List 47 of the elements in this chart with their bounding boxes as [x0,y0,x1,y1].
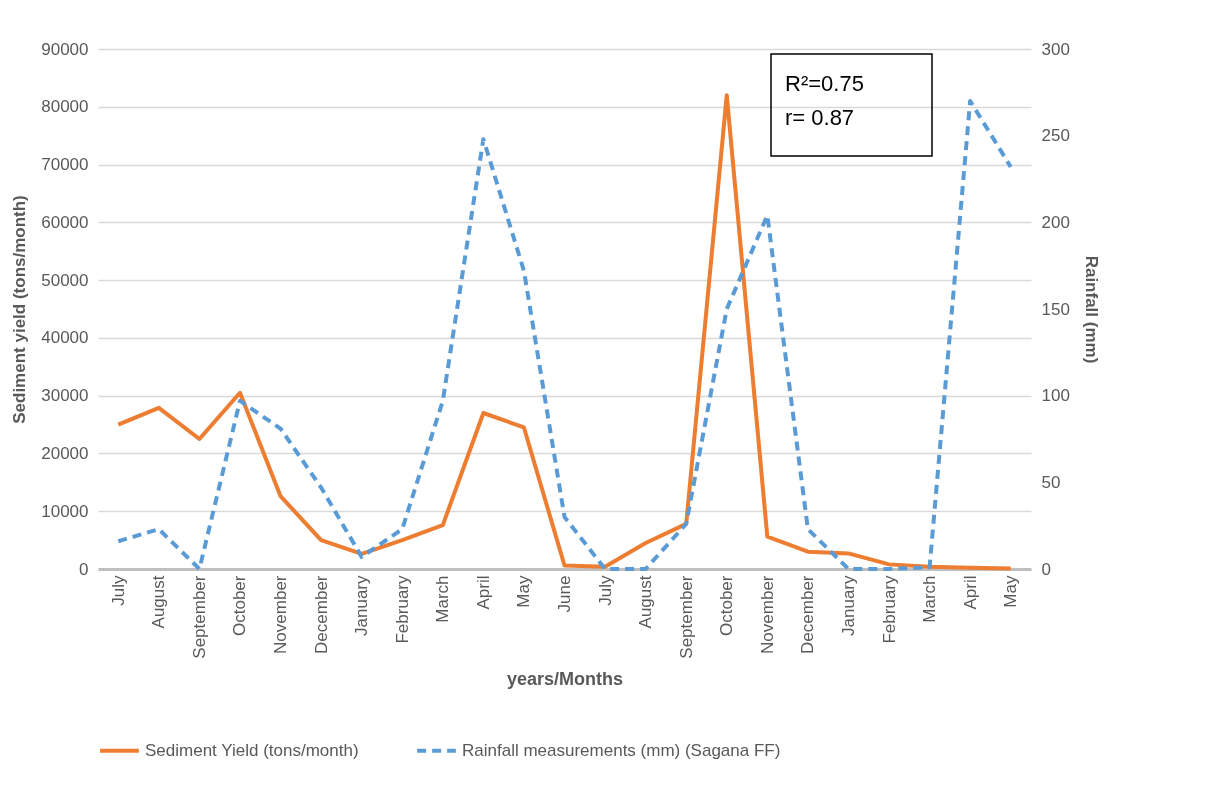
x-tick-label: August [149,575,169,629]
y-tick-label: 0 [79,559,89,579]
y-tick-label: 40000 [41,328,89,348]
x-tick-label: September [676,575,696,659]
y-tick-label: 50000 [41,270,89,290]
x-tick-label: March [433,575,453,623]
y2-tick-label: 0 [1041,559,1051,579]
y-tick-label: 90000 [41,39,89,59]
y-axis-title: Sediment yield (tons/month) [10,195,30,424]
legend-label: Sediment Yield (tons/month) [145,740,359,760]
y2-axis-title: Rainfall (mm) [1081,255,1101,364]
x-tick-label: July [108,575,128,606]
y-tick-label: 70000 [41,155,89,175]
y2-tick-label: 300 [1041,39,1070,59]
x-axis-title: years/Months [506,668,624,689]
x-tick-label: March [920,575,940,623]
y2-tick-label: 150 [1041,299,1070,319]
y2-tick-label: 250 [1041,126,1070,146]
x-tick-label: April [960,575,980,610]
x-tick-label: January [352,575,372,636]
y2-tick-label: 200 [1041,212,1070,232]
x-tick-label: August [636,575,656,629]
y2-tick-label: 50 [1041,472,1061,492]
x-tick-label: December [311,575,331,654]
x-tick-label: June [555,575,574,613]
y2-tick-label: 100 [1041,386,1070,406]
x-tick-label: January [838,575,858,636]
annotation: R²=0.75 [785,71,864,96]
x-tick-label: February [392,575,412,644]
x-tick-label: April [473,575,493,610]
x-tick-label: February [879,575,899,644]
x-tick-label: May [1001,575,1021,608]
y-tick-label: 80000 [41,97,89,117]
x-tick-label: October [230,575,250,636]
annotation: r= 0.87 [785,105,855,130]
y-tick-label: 30000 [41,386,89,406]
x-tick-label: November [271,575,291,654]
x-tick-label: July [595,575,615,606]
x-tick-label: May [514,575,534,608]
y-tick-label: 20000 [41,443,89,463]
x-tick-label: September [189,575,209,659]
y-tick-label: 60000 [41,212,89,232]
legend-label: Rainfall measurements (mm) (Sagana FF) [462,740,781,760]
x-tick-label: December [798,575,818,654]
x-tick-label: November [757,575,777,654]
x-tick-label: October [717,575,737,636]
y-tick-label: 10000 [41,501,89,521]
